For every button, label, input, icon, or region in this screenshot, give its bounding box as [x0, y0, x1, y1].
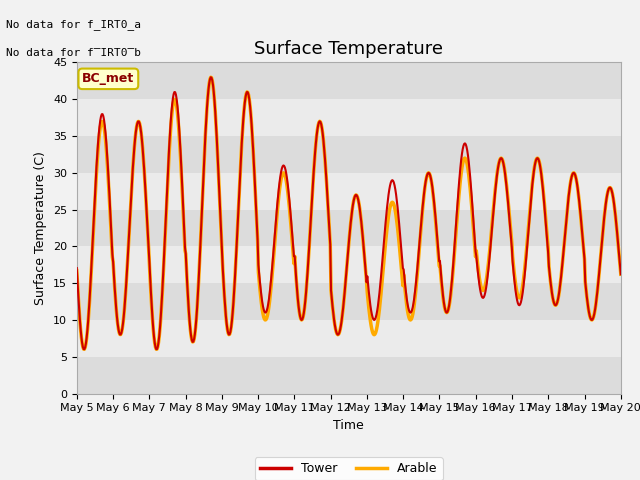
Bar [77, 246, 621, 283]
Legend: Tower, Arable: Tower, Arable [255, 457, 443, 480]
Bar [77, 62, 621, 99]
Arable [195, 278, 202, 284]
Bar [77, 283, 621, 320]
Arable [73, 268, 81, 274]
Tower [417, 230, 424, 236]
Arable [224, 330, 232, 336]
Arable [617, 271, 625, 277]
Bar [77, 357, 621, 394]
Text: BC_met: BC_met [82, 72, 134, 85]
Bar [77, 136, 621, 173]
Line: Arable: Arable [77, 77, 621, 349]
Tower [224, 330, 232, 336]
Bar [77, 173, 621, 210]
Title: Surface Temperature: Surface Temperature [254, 40, 444, 58]
Bar [77, 99, 621, 136]
Line: Tower: Tower [77, 77, 621, 349]
Arable [84, 328, 92, 334]
Bar [77, 210, 621, 246]
Tower [73, 265, 81, 271]
Tower [433, 222, 440, 228]
Arable [417, 234, 424, 240]
Text: No data for f_IRT0_a: No data for f_IRT0_a [6, 19, 141, 30]
Arable [81, 347, 88, 352]
X-axis label: Time: Time [333, 419, 364, 432]
Tower [140, 155, 147, 161]
Tower [207, 74, 214, 80]
Y-axis label: Surface Temperature (C): Surface Temperature (C) [35, 151, 47, 305]
Arable [433, 225, 440, 231]
Text: No data for f̅IRT0̅b: No data for f̅IRT0̅b [6, 48, 141, 58]
Arable [207, 74, 214, 80]
Bar [77, 320, 621, 357]
Bar [77, 25, 621, 62]
Tower [84, 327, 92, 333]
Tower [617, 271, 625, 277]
Tower [195, 278, 202, 284]
Arable [140, 155, 147, 161]
Tower [81, 347, 88, 352]
